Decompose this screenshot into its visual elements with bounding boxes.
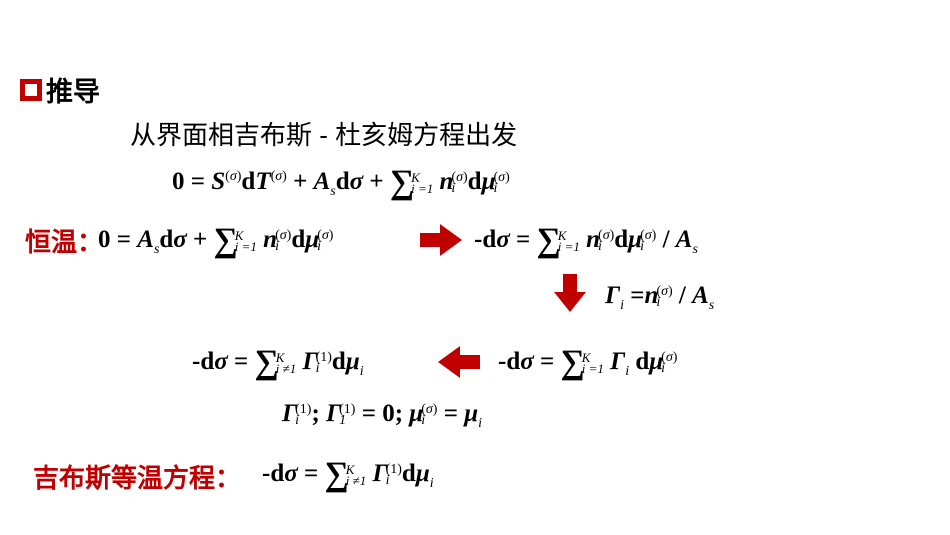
equation-gamma-def: Γi =n(σ)i / As xyxy=(605,282,714,314)
equation-step-right: -dσ = ∑Ki =1 Γi dμ(σ)i xyxy=(498,340,677,380)
equation-condition: Γ(1)i; Γ(1)1 = 0; μ(σ)i = μi xyxy=(282,400,482,432)
equation-iso-right: -dσ = ∑Ki =1 n(σ)idμ(σ)i / As xyxy=(474,218,698,258)
bullet-icon xyxy=(20,79,42,101)
label-gibbs: 吉布斯等温方程： xyxy=(33,458,241,495)
label-isothermal: 恒温： xyxy=(25,222,103,259)
page-title: 推导 xyxy=(46,70,100,109)
equation-main: 0 = S(σ)dT(σ) + Asdσ + ∑Ki =1 n(σ)idμ(σ)… xyxy=(172,160,510,200)
equation-step-left: -dσ = ∑Ki ≠1 Γ(1)idμi xyxy=(192,340,364,380)
arrow-down-icon xyxy=(550,272,590,314)
equation-iso-left: 0 = Asdσ + ∑Ki =1 n(σ)idμ(σ)i xyxy=(98,218,333,258)
arrow-left-icon xyxy=(436,342,482,382)
header: 推导 xyxy=(20,70,100,109)
equation-final: -dσ = ∑Ki ≠1 Γ(1)idμi xyxy=(262,452,434,492)
arrow-right-icon xyxy=(418,220,464,260)
subtitle: 从界面相吉布斯 - 杜亥姆方程出发 xyxy=(130,115,517,152)
